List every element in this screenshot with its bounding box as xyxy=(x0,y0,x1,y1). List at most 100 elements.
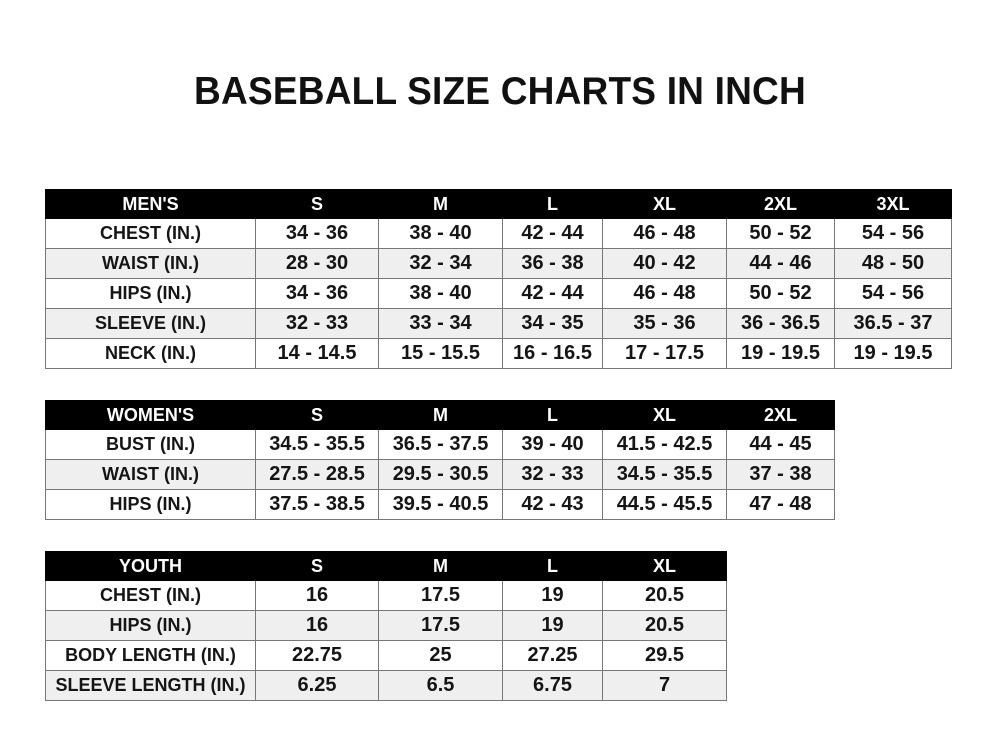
measurement-value: 32 - 33 xyxy=(502,459,603,490)
measurement-value: 34.5 - 35.5 xyxy=(255,429,379,460)
table-header-row: WOMEN'S S M L XL 2XL xyxy=(45,400,835,430)
table-header-row: MEN'S S M L XL 2XL 3XL xyxy=(45,189,952,219)
size-header: 2XL xyxy=(726,189,835,219)
measurement-value: 19 xyxy=(502,610,603,641)
measurement-value: 36 - 36.5 xyxy=(726,308,835,339)
measurement-label: NECK (IN.) xyxy=(45,338,256,369)
measurement-label: BUST (IN.) xyxy=(45,429,256,460)
measurement-value: 17 - 17.5 xyxy=(602,338,727,369)
measurement-value: 27.5 - 28.5 xyxy=(255,459,379,490)
measurement-value: 7 xyxy=(602,670,727,701)
measurement-value: 28 - 30 xyxy=(255,248,379,279)
measurement-value: 16 - 16.5 xyxy=(502,338,603,369)
measurement-value: 44 - 45 xyxy=(726,429,835,460)
size-header: S xyxy=(255,189,379,219)
size-header: 2XL xyxy=(726,400,835,430)
measurement-value: 6.25 xyxy=(255,670,379,701)
measurement-label: HIPS (IN.) xyxy=(45,278,256,309)
size-header: M xyxy=(378,189,503,219)
table-category-header: YOUTH xyxy=(45,551,256,581)
size-header: M xyxy=(378,400,503,430)
measurement-value: 14 - 14.5 xyxy=(255,338,379,369)
size-header: XL xyxy=(602,400,727,430)
measurement-value: 54 - 56 xyxy=(834,278,952,309)
measurement-value: 22.75 xyxy=(255,640,379,671)
measurement-value: 16 xyxy=(255,610,379,641)
measurement-value: 20.5 xyxy=(602,610,727,641)
size-header: S xyxy=(255,400,379,430)
measurement-label: CHEST (IN.) xyxy=(45,218,256,249)
measurement-value: 54 - 56 xyxy=(834,218,952,249)
measurement-value: 36.5 - 37 xyxy=(834,308,952,339)
youth-size-table: YOUTH S M L XL CHEST (IN.) 16 17.5 19 20.5 HIPS (I… xyxy=(45,551,727,701)
page-title: BASEBALL SIZE CHARTS IN INCH xyxy=(194,70,806,113)
size-header: XL xyxy=(602,551,727,581)
measurement-value: 35 - 36 xyxy=(602,308,727,339)
measurement-value: 46 - 48 xyxy=(602,278,727,309)
measurement-value: 36.5 - 37.5 xyxy=(378,429,503,460)
size-header: L xyxy=(502,551,603,581)
size-header: L xyxy=(502,400,603,430)
measurement-value: 47 - 48 xyxy=(726,489,835,520)
measurement-value: 6.5 xyxy=(378,670,503,701)
measurement-value: 50 - 52 xyxy=(726,278,835,309)
measurement-value: 33 - 34 xyxy=(378,308,503,339)
measurement-label: WAIST (IN.) xyxy=(45,459,256,490)
measurement-value: 27.25 xyxy=(502,640,603,671)
measurement-value: 48 - 50 xyxy=(834,248,952,279)
measurement-value: 32 - 33 xyxy=(255,308,379,339)
measurement-value: 46 - 48 xyxy=(602,218,727,249)
measurement-label: SLEEVE LENGTH (IN.) xyxy=(45,670,256,701)
measurement-value: 38 - 40 xyxy=(378,218,503,249)
table-row: NECK (IN.) 14 - 14.5 15 - 15.5 16 - 16.5 17 … xyxy=(45,338,952,369)
measurement-value: 15 - 15.5 xyxy=(378,338,503,369)
measurement-value: 34 - 36 xyxy=(255,278,379,309)
measurement-value: 34 - 36 xyxy=(255,218,379,249)
measurement-value: 25 xyxy=(378,640,503,671)
measurement-value: 37 - 38 xyxy=(726,459,835,490)
measurement-value: 6.75 xyxy=(502,670,603,701)
measurement-value: 44.5 - 45.5 xyxy=(602,489,727,520)
measurement-value: 20.5 xyxy=(602,580,727,611)
table-row: SLEEVE LENGTH (IN.) 6.25 6.5 6.75 7 xyxy=(45,670,727,701)
measurement-value: 37.5 - 38.5 xyxy=(255,489,379,520)
measurement-value: 39 - 40 xyxy=(502,429,603,460)
measurement-value: 17.5 xyxy=(378,580,503,611)
table-row: BODY LENGTH (IN.) 22.75 25 27.25 29.5 xyxy=(45,640,727,671)
table-row: SLEEVE (IN.) 32 - 33 33 - 34 34 - 35 35 - 36… xyxy=(45,308,952,339)
measurement-value: 19 xyxy=(502,580,603,611)
measurement-value: 44 - 46 xyxy=(726,248,835,279)
measurement-value: 39.5 - 40.5 xyxy=(378,489,503,520)
measurement-value: 29.5 xyxy=(602,640,727,671)
size-header: S xyxy=(255,551,379,581)
size-header: 3XL xyxy=(834,189,952,219)
measurement-label: SLEEVE (IN.) xyxy=(45,308,256,339)
measurement-label: HIPS (IN.) xyxy=(45,610,256,641)
table-header-row: YOUTH S M L XL xyxy=(45,551,727,581)
measurement-value: 38 - 40 xyxy=(378,278,503,309)
measurement-value: 32 - 34 xyxy=(378,248,503,279)
size-header: XL xyxy=(602,189,727,219)
measurement-value: 16 xyxy=(255,580,379,611)
table-category-header: WOMEN'S xyxy=(45,400,256,430)
mens-size-table: MEN'S S M L XL 2XL 3XL CHEST (IN.) 34 - 36 38 - 4… xyxy=(45,189,952,369)
measurement-value: 19 - 19.5 xyxy=(726,338,835,369)
measurement-value: 41.5 - 42.5 xyxy=(602,429,727,460)
table-row: HIPS (IN.) 37.5 - 38.5 39.5 - 40.5 42 - 43 4… xyxy=(45,489,835,520)
table-row: BUST (IN.) 34.5 - 35.5 36.5 - 37.5 39 - 40 4… xyxy=(45,429,835,460)
measurement-value: 34.5 - 35.5 xyxy=(602,459,727,490)
measurement-value: 40 - 42 xyxy=(602,248,727,279)
measurement-value: 29.5 - 30.5 xyxy=(378,459,503,490)
table-row: CHEST (IN.) 34 - 36 38 - 40 42 - 44 46 - 48 5… xyxy=(45,218,952,249)
measurement-value: 42 - 44 xyxy=(502,278,603,309)
measurement-label: WAIST (IN.) xyxy=(45,248,256,279)
measurement-label: HIPS (IN.) xyxy=(45,489,256,520)
table-category-header: MEN'S xyxy=(45,189,256,219)
measurement-value: 34 - 35 xyxy=(502,308,603,339)
measurement-value: 36 - 38 xyxy=(502,248,603,279)
measurement-value: 17.5 xyxy=(378,610,503,641)
measurement-label: BODY LENGTH (IN.) xyxy=(45,640,256,671)
womens-size-table: WOMEN'S S M L XL 2XL BUST (IN.) 34.5 - 35.5 36.5… xyxy=(45,400,835,520)
table-row: WAIST (IN.) 27.5 - 28.5 29.5 - 30.5 32 - 33… xyxy=(45,459,835,490)
table-row: HIPS (IN.) 34 - 36 38 - 40 42 - 44 46 - 48 50… xyxy=(45,278,952,309)
